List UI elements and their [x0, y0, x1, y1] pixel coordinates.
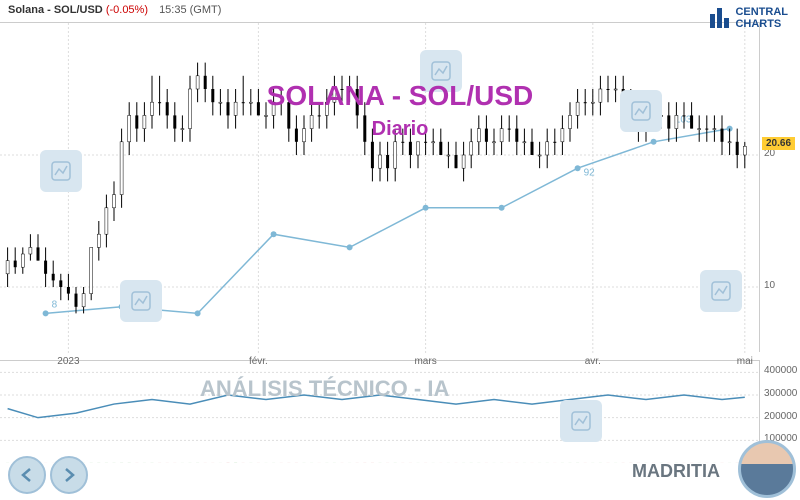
volume-chart[interactable] [0, 360, 760, 462]
price-change: (-0.05%) [106, 4, 148, 16]
avatar-icon[interactable] [738, 440, 796, 498]
volume-y-label: 300000 [764, 388, 797, 399]
watermark-icon [700, 270, 742, 312]
chart-header: Solana - SOL/USD (-0.05%) 15:35 (GMT) [8, 4, 221, 16]
logo-bars-icon [710, 8, 729, 28]
svg-text:92: 92 [584, 167, 596, 178]
watermark-icon [120, 280, 162, 322]
arrow-right-icon [59, 465, 79, 485]
instrument-name: Solana - SOL/USD [8, 4, 103, 16]
brand-logo[interactable]: CENTRALCHARTS [710, 6, 788, 30]
y-axis-label: 10 [764, 280, 775, 291]
nav-next-button[interactable] [50, 456, 88, 494]
arrow-left-icon [17, 465, 37, 485]
x-axis-label: févr. [249, 356, 268, 367]
x-axis-label: avr. [585, 356, 601, 367]
timestamp: 15:35 (GMT) [159, 4, 221, 16]
volume-y-label: 400000 [764, 365, 797, 376]
price-chart[interactable]: 88092103 [0, 22, 760, 352]
brand-watermark: MADRITIA [632, 461, 720, 482]
watermark-icon [40, 150, 82, 192]
watermark-icon [420, 50, 462, 92]
nav-prev-button[interactable] [8, 456, 46, 494]
x-axis-label: 2023 [57, 356, 79, 367]
volume-y-label: 200000 [764, 411, 797, 422]
chart-subtitle: Diario [0, 118, 800, 141]
svg-text:8: 8 [52, 299, 58, 310]
watermark-icon [560, 400, 602, 442]
logo-text: CENTRALCHARTS [735, 6, 788, 30]
x-axis-label: mars [414, 356, 436, 367]
x-axis-label: mai [737, 356, 753, 367]
